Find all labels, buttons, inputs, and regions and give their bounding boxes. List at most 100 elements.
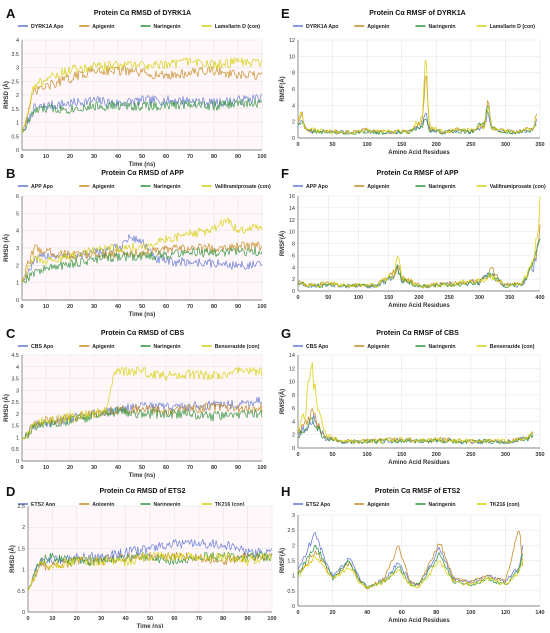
chart-panel-f: F Protein Cα RMSF of APP APP Apo Apigenin Na…	[279, 166, 546, 309]
x-tick-label: 100	[363, 452, 372, 458]
y-tick-label: 4	[292, 265, 295, 271]
series-line-apigenin	[297, 408, 534, 444]
y-tick-label: 0.5	[287, 589, 295, 595]
y-tick-label: 8	[292, 242, 295, 248]
legend-label: DYRK1A Apo	[31, 24, 63, 30]
x-tick-label: 20	[67, 304, 73, 310]
y-tick-label: 10	[289, 380, 295, 386]
x-tick-label: 100	[363, 142, 372, 148]
x-tick-label: 70	[196, 616, 202, 622]
y-tick-label: 4.5	[11, 353, 19, 359]
y-tick-label: 6	[292, 87, 295, 93]
y-tick-label: 1	[16, 281, 19, 287]
y-tick-label: 4	[16, 38, 19, 44]
x-tick-label: 40	[115, 154, 121, 160]
legend-label: Naringenin	[154, 24, 181, 30]
y-tick-label: 2.5	[287, 528, 295, 534]
x-tick-label: 70	[187, 465, 193, 471]
legend-label: Apigenin	[367, 344, 389, 350]
y-tick-label: 6	[292, 253, 295, 259]
x-tick-label: 120	[501, 610, 510, 616]
y-tick-label: 1.5	[11, 107, 19, 113]
x-tick-label: 100	[267, 616, 276, 622]
x-tick-label: 60	[171, 616, 177, 622]
legend-label: APP Apo	[31, 184, 53, 190]
legend-label: TK216 (con)	[490, 502, 520, 508]
legend-label: APP Apo	[306, 184, 328, 190]
series-line-lamellarin-d-con	[21, 57, 263, 134]
x-tick-label: 40	[123, 616, 129, 622]
y-tick-label: 14	[289, 206, 295, 212]
x-tick-label: 140	[535, 610, 544, 616]
series-line-naringenin	[21, 98, 263, 134]
x-axis-label: Time (ns)	[129, 312, 156, 318]
y-axis-label: RMSF(Å)	[279, 76, 286, 101]
legend-label: Apigenin	[92, 344, 114, 350]
series-line-apigenin	[297, 530, 524, 590]
legend-label: CBS Apo	[306, 344, 328, 350]
y-tick-label: 1	[16, 121, 19, 127]
x-tick-label: 100	[354, 295, 363, 301]
x-tick-label: 100	[257, 304, 266, 310]
x-tick-label: 200	[414, 295, 423, 301]
panel-letter: G	[281, 326, 291, 341]
chart-panel-b: B Protein Cα RMSD of APP APP Apo Apigenin Na…	[3, 166, 271, 318]
y-tick-label: 14	[289, 353, 295, 359]
y-tick-label: 0	[292, 604, 295, 610]
legend-label: Naringenin	[429, 184, 456, 190]
legend-label: Naringenin	[154, 502, 181, 508]
x-tick-label: 80	[211, 304, 217, 310]
y-tick-label: 1	[16, 435, 19, 441]
y-tick-label: 0.5	[11, 447, 19, 453]
x-tick-label: 10	[49, 616, 55, 622]
x-tick-label: 10	[43, 465, 49, 471]
x-axis-label: Time (ns)	[137, 624, 164, 628]
series-line-tk216-con	[297, 555, 524, 590]
x-tick-label: 20	[67, 465, 73, 471]
y-tick-label: 0	[16, 459, 19, 465]
y-tick-label: 3	[292, 513, 295, 519]
x-tick-label: 250	[466, 142, 475, 148]
y-tick-label: 0	[292, 136, 295, 142]
x-tick-label: 300	[501, 452, 510, 458]
x-tick-label: 50	[330, 142, 336, 148]
x-tick-label: 80	[220, 616, 226, 622]
y-tick-label: 3.5	[11, 377, 19, 383]
y-axis-label: RMSD (Å)	[9, 545, 16, 573]
x-tick-label: 20	[330, 610, 336, 616]
x-tick-label: 40	[115, 465, 121, 471]
legend-label: Apigenin	[367, 24, 389, 30]
x-tick-label: 100	[257, 154, 266, 160]
series-line-valiltramiprosate-con	[21, 217, 263, 283]
x-tick-label: 20	[67, 154, 73, 160]
x-tick-label: 80	[211, 154, 217, 160]
legend-label: Apigenin	[367, 184, 389, 190]
x-tick-label: 50	[325, 295, 331, 301]
y-tick-label: 1.5	[11, 424, 19, 430]
x-tick-label: 30	[91, 465, 97, 471]
series-line-lamellarin-d-con	[297, 59, 537, 135]
y-tick-label: 4	[16, 229, 19, 235]
chart-title: Protein Cα RMSD of APP	[101, 170, 184, 177]
y-axis-label: RMSF(Å)	[279, 231, 286, 256]
x-tick-label: 0	[296, 610, 299, 616]
x-tick-label: 10	[43, 304, 49, 310]
panel-letter: F	[281, 166, 289, 181]
legend-label: DYRK1A Apo	[306, 24, 338, 30]
legend-label: ETS2 Apo	[306, 502, 330, 508]
x-tick-label: 350	[535, 452, 544, 458]
y-axis-label: RMSF(Å)	[279, 548, 286, 573]
x-tick-label: 0	[296, 452, 299, 458]
chart-panel-g: G Protein Cα RMSF of CBS CBS Apo Apigenin Na…	[279, 326, 545, 466]
y-tick-label: 3.5	[11, 52, 19, 58]
legend-label: Apigenin	[367, 502, 389, 508]
y-tick-label: 3	[16, 388, 19, 394]
chart-panel-d: D Protein Cα RMSD of ETS2 ETS2 Apo Apigenin…	[6, 484, 277, 630]
y-tick-label: 0	[292, 289, 295, 295]
y-tick-label: 16	[289, 194, 295, 200]
x-tick-label: 200	[432, 142, 441, 148]
y-tick-label: 6	[16, 194, 19, 200]
legend-label: CBS Apo	[31, 344, 53, 350]
